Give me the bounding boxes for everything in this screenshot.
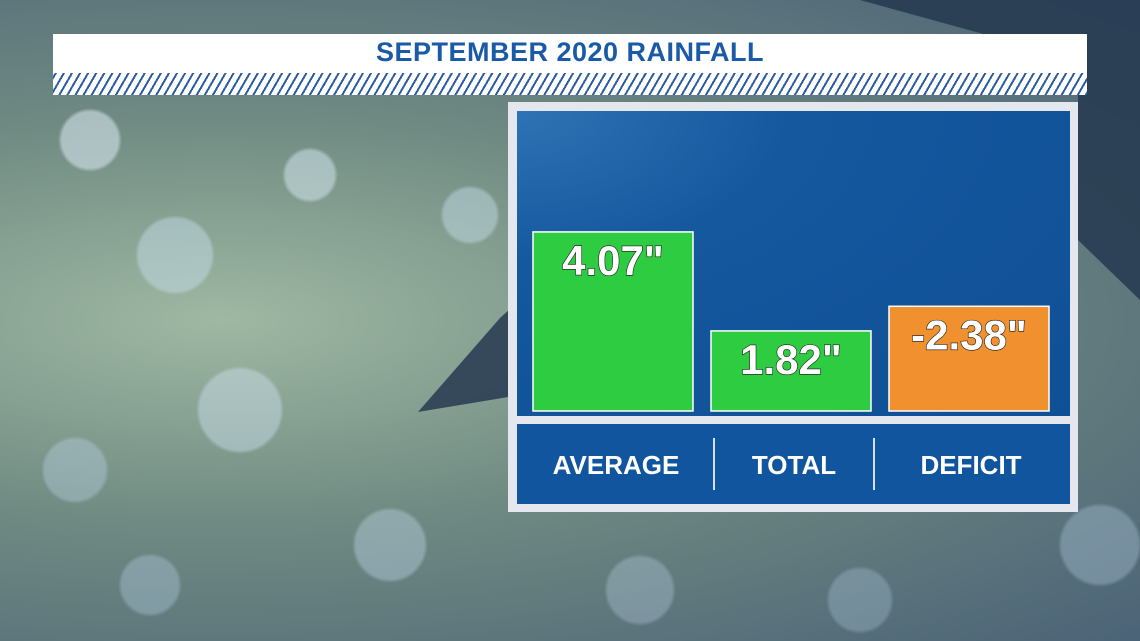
bar-deficit bbox=[888, 305, 1050, 412]
category-label-average: AVERAGE bbox=[552, 450, 680, 480]
bar-total bbox=[710, 330, 872, 412]
category-divider bbox=[873, 438, 875, 490]
category-label-row: AVERAGE TOTAL DEFICIT bbox=[517, 424, 1070, 504]
category-divider bbox=[713, 438, 715, 490]
bars-svg: 4.07" 1.82" -2.38" bbox=[532, 231, 1050, 412]
category-label-deficit: DEFICIT bbox=[920, 450, 1022, 480]
data-label-total: 1.82" bbox=[740, 336, 842, 383]
bar-average bbox=[532, 231, 694, 412]
chart-title: SEPTEMBER 2020 RAINFALL bbox=[375, 37, 765, 67]
data-label-average: 4.07" bbox=[562, 237, 664, 284]
chart-plot-area: 4.07" 1.82" -2.38" bbox=[517, 111, 1070, 416]
title-stripe-band bbox=[53, 71, 1087, 95]
title-bar: SEPTEMBER 2020 RAINFALL bbox=[53, 34, 1087, 71]
data-label-deficit: -2.38" bbox=[911, 311, 1027, 358]
category-label-total: TOTAL bbox=[751, 450, 837, 480]
